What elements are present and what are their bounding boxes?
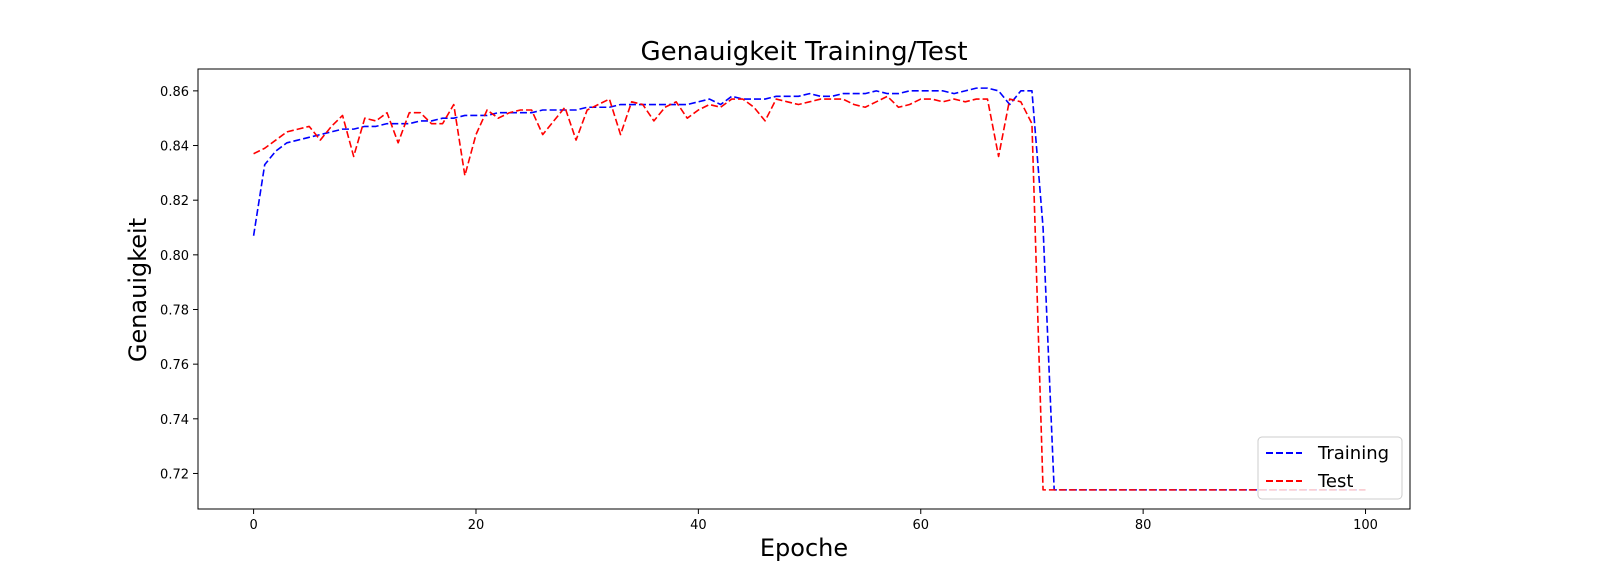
x-axis: 0 20 40 60 80 100 (249, 509, 1378, 533)
x-axis-label: Epoche (760, 534, 848, 562)
legend-label-training: Training (1317, 443, 1389, 464)
x-tick-label: 0 (249, 518, 257, 533)
series-line-training (252, 87, 1366, 491)
y-tick-label: 0.78 (160, 303, 189, 318)
axes-frame (197, 68, 1411, 510)
x-tick-label: 20 (468, 518, 485, 533)
y-axis-label: Genauigkeit (124, 218, 152, 362)
x-tick-label: 60 (912, 518, 929, 533)
legend-box (1257, 436, 1403, 500)
y-tick-label: 0.84 (160, 140, 189, 155)
y-tick-label: 0.74 (160, 413, 189, 428)
y-tick-label: 0.80 (160, 249, 189, 264)
legend-label-test: Test (1317, 471, 1353, 492)
x-tick-label: 40 (690, 518, 707, 533)
y-tick-label: 0.86 (160, 85, 189, 100)
y-tick-label: 0.72 (160, 467, 189, 482)
y-axis: 0.72 0.74 0.76 0.78 0.80 0.82 0.84 0.86 (160, 85, 198, 482)
chart-title: Genauigkeit Training/Test (640, 37, 967, 67)
y-tick-label: 0.76 (160, 358, 189, 373)
x-tick-label: 100 (1353, 518, 1378, 533)
series-line-test (253, 95, 1366, 491)
legend: Training Test (1257, 436, 1403, 500)
plot-area (252, 87, 1366, 491)
y-tick-label: 0.82 (160, 194, 189, 209)
x-tick-label: 80 (1135, 518, 1152, 533)
